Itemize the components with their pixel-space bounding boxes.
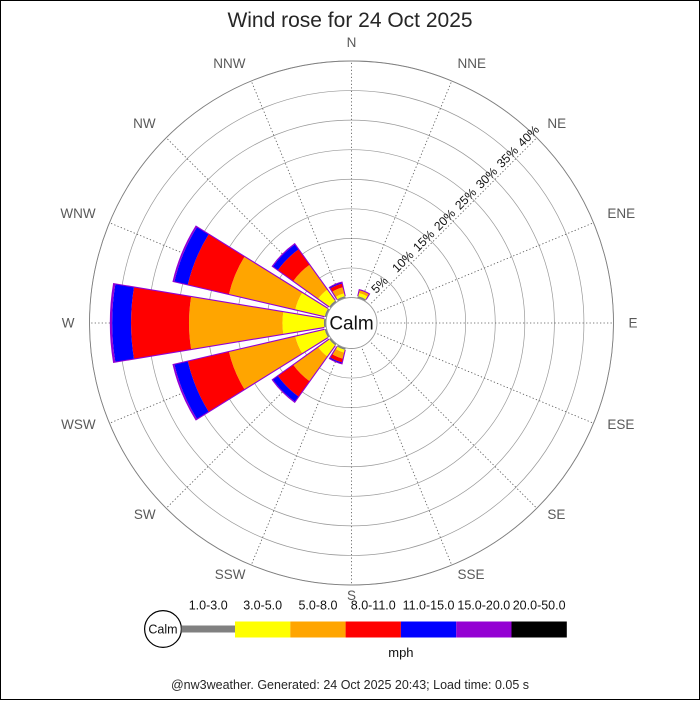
svg-text:11.0-15.0: 11.0-15.0 xyxy=(403,599,455,613)
svg-text:ENE: ENE xyxy=(607,206,635,221)
svg-text:SSE: SSE xyxy=(458,567,485,582)
svg-text:NW: NW xyxy=(133,116,156,131)
svg-text:W: W xyxy=(62,316,75,331)
svg-text:WNW: WNW xyxy=(60,206,95,221)
svg-text:SSW: SSW xyxy=(215,567,246,582)
svg-text:mph: mph xyxy=(388,645,413,660)
svg-text:20%: 20% xyxy=(431,206,458,233)
svg-text:15.0-20.0: 15.0-20.0 xyxy=(457,599,510,613)
svg-text:25%: 25% xyxy=(452,185,479,212)
svg-text:WSW: WSW xyxy=(61,417,96,432)
svg-text:1.0-3.0: 1.0-3.0 xyxy=(189,599,228,613)
svg-text:3.0-5.0: 3.0-5.0 xyxy=(243,599,282,613)
svg-text:40%: 40% xyxy=(515,122,542,149)
svg-text:NNW: NNW xyxy=(213,56,245,71)
svg-text:ESE: ESE xyxy=(607,417,634,432)
svg-text:35%: 35% xyxy=(494,143,521,170)
svg-text:SW: SW xyxy=(134,507,156,522)
svg-text:E: E xyxy=(629,316,638,331)
svg-text:20.0-50.0: 20.0-50.0 xyxy=(513,599,566,613)
svg-text:5%: 5% xyxy=(368,274,390,296)
svg-text:10%: 10% xyxy=(389,248,416,275)
svg-text:5.0-8.0: 5.0-8.0 xyxy=(298,599,337,613)
svg-text:30%: 30% xyxy=(473,164,500,191)
svg-text:SE: SE xyxy=(547,507,565,522)
svg-text:15%: 15% xyxy=(410,227,437,254)
svg-text:Calm: Calm xyxy=(148,623,177,637)
svg-text:Calm: Calm xyxy=(329,314,373,335)
svg-text:8.0-11.0: 8.0-11.0 xyxy=(351,599,396,613)
svg-text:N: N xyxy=(347,35,357,50)
svg-text:NNE: NNE xyxy=(458,56,487,71)
svg-text:NE: NE xyxy=(547,116,566,131)
